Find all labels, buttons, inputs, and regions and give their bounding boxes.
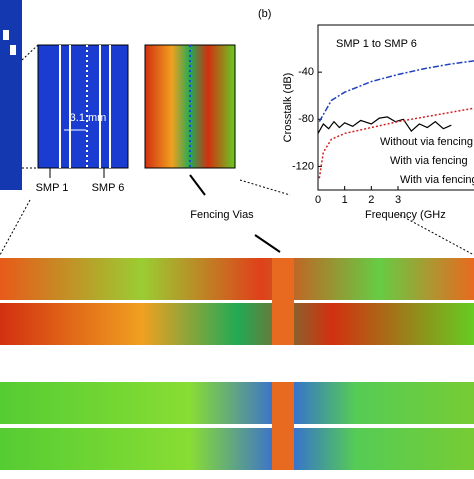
port-label: SMP 6 — [92, 182, 125, 194]
dimension: 3.1 mm — [70, 112, 107, 124]
legend-label: With via fencing — [400, 174, 474, 186]
port-label: SMP 1 — [36, 182, 69, 194]
series-line — [317, 116, 452, 134]
series-line — [318, 60, 474, 123]
y-tick-label: -80 — [298, 113, 314, 125]
legend-label: With via fencing — [390, 155, 468, 167]
y-tick-label: -120 — [292, 160, 314, 172]
x-tick-label: 2 — [368, 194, 374, 206]
x-tick-label: 0 — [315, 194, 321, 206]
y-tick-label: -40 — [298, 66, 314, 78]
legend-label: Without via fencing — [380, 136, 473, 148]
x-tick-label: 1 — [342, 194, 348, 206]
annotation: Fencing Vias — [190, 209, 254, 221]
x-axis-label: Frequency (GHz — [365, 209, 446, 221]
x-tick-label: 3 — [395, 194, 401, 206]
chart: -40 -80 -120 0 1 2 3 Frequency (GHz Crosstalk (d… — [282, 24, 474, 221]
panel-label: (b) — [258, 8, 271, 20]
y-axis-label: Crosstalk (dB) — [282, 73, 294, 143]
chart-annotation: SMP 1 to SMP 6 — [336, 38, 417, 50]
